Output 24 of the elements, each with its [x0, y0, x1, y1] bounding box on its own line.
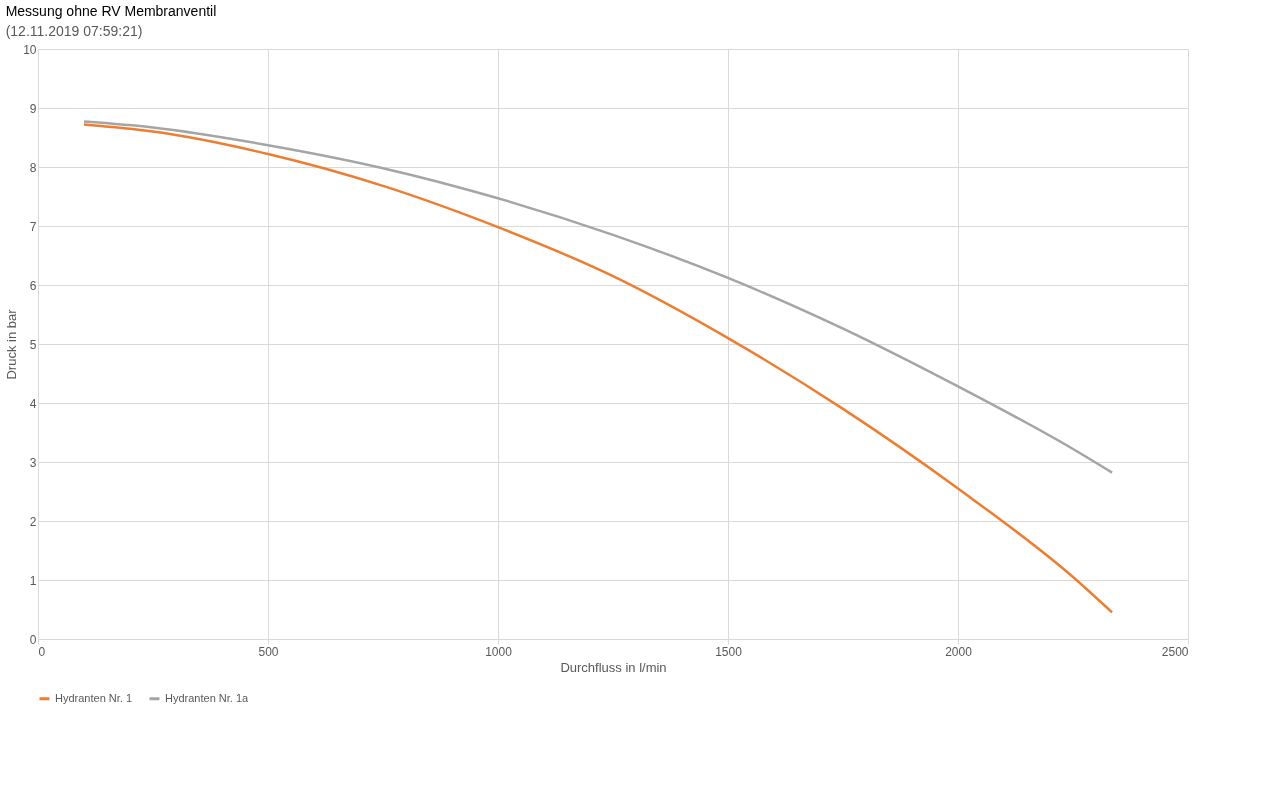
y-tick-label: 5	[29, 337, 37, 352]
x-tick-label: 2000	[945, 644, 973, 659]
x-tick-label: 1000	[485, 644, 513, 659]
y-tick-label: 1	[29, 573, 37, 588]
x-tick-label: 1500	[715, 644, 743, 659]
x-axis-title: Durchfluss in l/min	[560, 659, 667, 675]
y-tick-label: 6	[29, 278, 37, 293]
chart-title: Messung ohne RV Membranventil	[5, 3, 217, 19]
y-tick-label: 8	[29, 160, 37, 175]
legend-label: Hydranten Nr. 1a	[165, 691, 250, 704]
y-tick-label: 2	[29, 514, 37, 529]
legend-label: Hydranten Nr. 1	[55, 691, 133, 704]
y-tick-label: 0	[29, 632, 37, 647]
line-series	[82, 123, 1114, 614]
y-tick-label: 7	[29, 219, 37, 234]
y-tick-label: 3	[29, 455, 37, 470]
y-tick-label: 4	[29, 396, 37, 411]
y-tick-label: 9	[29, 101, 37, 116]
chart-subtitle: (12.11.2019 07:59:21)	[5, 23, 143, 39]
x-tick-label: 500	[258, 644, 279, 659]
line-series	[82, 120, 1114, 474]
y-tick-label: 10	[23, 42, 37, 57]
x-tick-label: 2500	[1161, 644, 1189, 659]
y-axis-title: Druck in bar	[4, 308, 20, 380]
